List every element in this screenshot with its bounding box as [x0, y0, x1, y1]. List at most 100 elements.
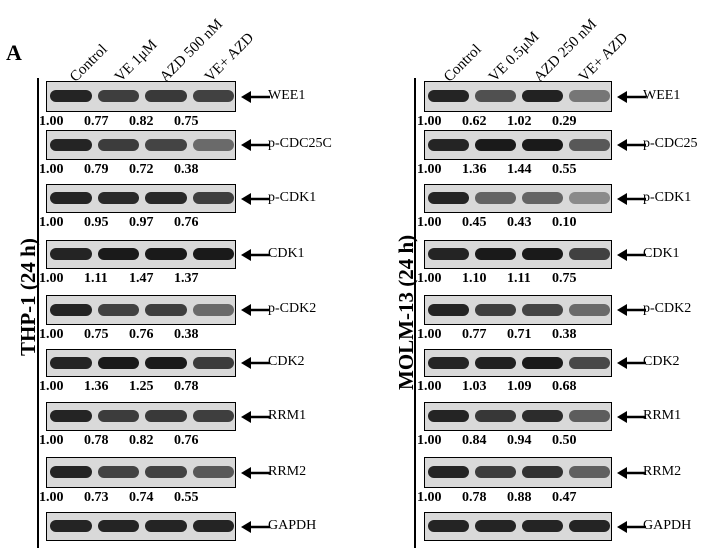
protein-band — [50, 90, 92, 102]
quantification-value: 1.00 — [417, 433, 442, 448]
quantification-value: 0.76 — [174, 433, 199, 448]
protein-band — [145, 410, 187, 422]
quantification-value: 1.00 — [39, 271, 64, 286]
blot-strip — [424, 349, 612, 377]
quantification-value: 1.00 — [39, 379, 64, 394]
quantification-value: 0.95 — [84, 215, 109, 230]
protein-label: RRM2 — [268, 463, 307, 479]
quantification-value: 0.62 — [462, 114, 487, 129]
protein-band — [97, 248, 139, 260]
protein-band — [569, 466, 610, 478]
protein-label: CDK1 — [643, 245, 680, 261]
arrow-icon — [617, 466, 647, 480]
arrow-icon — [617, 303, 647, 317]
protein-band — [97, 466, 139, 478]
blot-strip — [424, 184, 612, 213]
protein-band — [192, 192, 234, 204]
protein-band — [145, 192, 187, 204]
arrow-icon — [617, 410, 647, 424]
arrow-icon — [617, 356, 647, 370]
protein-band — [522, 90, 563, 102]
lane-label: Control — [67, 41, 111, 86]
blot-strip — [424, 240, 612, 269]
quantification-value: 1.00 — [417, 114, 442, 129]
protein-label: GAPDH — [643, 517, 692, 533]
quantification-value: 1.02 — [507, 114, 532, 129]
quantification-value: 0.77 — [462, 327, 487, 342]
quantification-value: 0.79 — [84, 162, 109, 177]
quantification-value: 0.88 — [507, 490, 532, 505]
protein-band — [475, 248, 516, 260]
quantification-value: 0.82 — [129, 433, 154, 448]
protein-band — [569, 248, 610, 260]
quantification-value: 0.94 — [507, 433, 532, 448]
protein-band — [192, 466, 234, 478]
protein-band — [428, 410, 469, 422]
protein-band — [428, 303, 469, 316]
protein-band — [192, 520, 234, 532]
protein-band — [522, 192, 563, 204]
protein-band — [50, 248, 92, 260]
protein-band — [475, 520, 516, 532]
protein-band — [97, 138, 139, 151]
quantification-value: 1.44 — [507, 162, 532, 177]
protein-band — [428, 138, 469, 151]
protein-label: RRM1 — [643, 407, 682, 423]
protein-label: p-CDK2 — [643, 301, 692, 316]
arrow-icon — [241, 138, 271, 152]
quantification-value: 0.55 — [552, 162, 577, 177]
arrow-icon — [241, 410, 271, 424]
protein-band — [145, 520, 187, 532]
quantification-value: 1.00 — [417, 327, 442, 342]
blot-strip — [424, 512, 612, 541]
arrow-icon — [617, 138, 647, 152]
protein-band — [428, 520, 469, 532]
arrow-icon — [241, 90, 271, 104]
quantification-value: 0.38 — [174, 327, 199, 342]
quantification-value: 0.78 — [462, 490, 487, 505]
blot-strip — [46, 457, 236, 488]
protein-band — [522, 520, 563, 532]
quantification-value: 1.00 — [417, 379, 442, 394]
lane-label: Control — [441, 41, 485, 86]
protein-label: RRM2 — [643, 463, 682, 479]
panel-letter: A — [6, 40, 22, 65]
quantification-value: 0.72 — [129, 162, 154, 177]
protein-band — [97, 410, 139, 422]
cell-line-label: THP-1 (24 h) — [16, 238, 40, 356]
protein-band — [569, 90, 610, 102]
protein-band — [428, 192, 469, 204]
protein-band — [50, 138, 92, 151]
protein-band — [522, 248, 563, 260]
panel-divider-line — [37, 78, 39, 548]
protein-band — [50, 466, 92, 478]
quantification-value: 0.68 — [552, 379, 577, 394]
quantification-value: 1.00 — [417, 271, 442, 286]
quantification-value: 1.09 — [507, 379, 532, 394]
protein-band — [522, 356, 563, 369]
protein-label: p-CDK1 — [643, 189, 692, 205]
arrow-icon — [241, 248, 271, 262]
protein-label: CDK2 — [643, 354, 680, 369]
protein-band — [522, 303, 563, 316]
protein-band — [475, 410, 516, 422]
protein-band — [192, 356, 234, 369]
cell-line-label: MOLM-13 (24 h) — [394, 234, 418, 390]
quantification-value: 0.97 — [129, 215, 154, 230]
protein-band — [145, 356, 187, 369]
protein-band — [569, 410, 610, 422]
protein-band — [50, 303, 92, 316]
protein-band — [522, 138, 563, 151]
protein-label: WEE1 — [268, 87, 306, 103]
protein-label: p-CDK1 — [268, 189, 317, 205]
blot-strip — [46, 402, 236, 431]
protein-band — [50, 410, 92, 422]
protein-band — [475, 466, 516, 478]
quantification-value: 0.38 — [174, 162, 199, 177]
quantification-value: 1.00 — [39, 162, 64, 177]
protein-band — [522, 466, 563, 478]
blot-strip — [424, 295, 612, 325]
protein-band — [428, 466, 469, 478]
arrow-icon — [241, 303, 271, 317]
protein-label: RRM1 — [268, 407, 307, 423]
